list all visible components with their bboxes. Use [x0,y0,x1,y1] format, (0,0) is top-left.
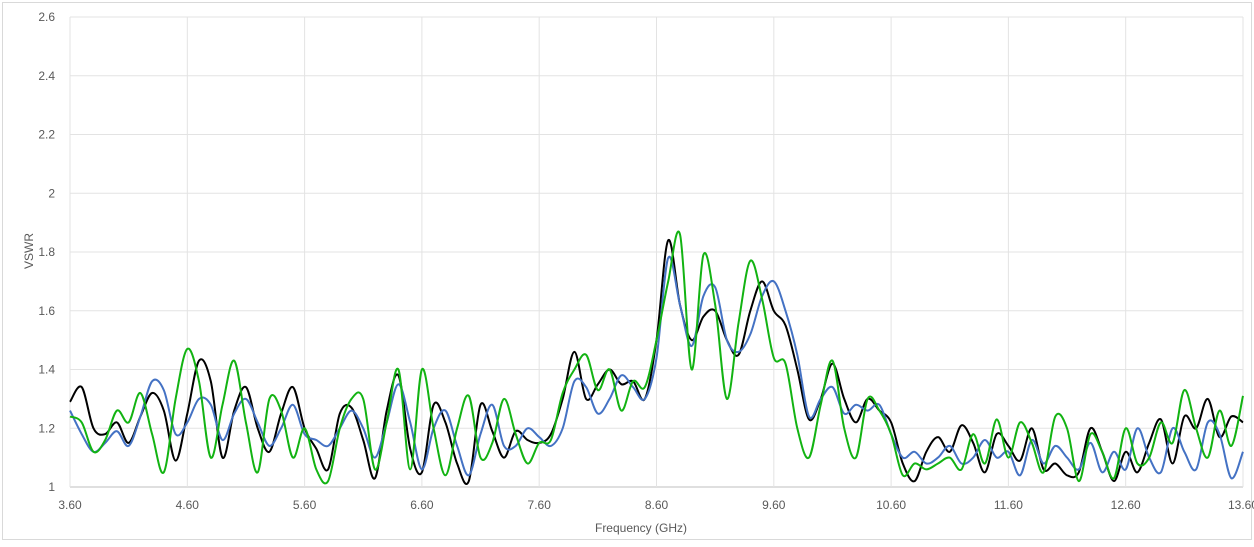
y-tick-label: 1.2 [38,421,55,435]
series-line-3 [69,230,1244,485]
series-lines [69,230,1244,485]
x-tick-label: 13.60 [1228,498,1254,512]
x-axis-title: Frequency (GHz) [595,521,687,535]
y-tick-label: 2.4 [38,69,55,83]
y-tick-label: 1.4 [38,363,55,377]
y-tick-label: 2.6 [38,10,55,24]
y-tick-label: 1.6 [38,304,55,318]
x-tick-label: 3.60 [58,498,82,512]
y-tick-label: 2 [48,186,55,200]
y-tick-label: 2.2 [38,128,55,142]
x-tick-label: 7.60 [528,498,552,512]
x-tick-label: 5.60 [293,498,317,512]
x-tick-label: 12.60 [1111,498,1141,512]
y-axis-title: VSWR [22,233,36,269]
y-tick-label: 1.8 [38,245,55,259]
x-tick-label: 4.60 [176,498,200,512]
y-tick-labels: 1 1.2 1.4 1.6 1.8 2 2.2 2.4 2.6 [38,10,55,494]
x-tick-labels: 3.60 4.60 5.60 6.60 7.60 8.60 9.60 10.60 11.60 12… [58,498,1254,512]
y-tick-label: 1 [48,480,55,494]
x-tick-label: 10.60 [876,498,906,512]
x-tick-label: 6.60 [410,498,434,512]
x-tick-label: 9.60 [762,498,786,512]
x-tick-label: 8.60 [645,498,669,512]
x-tick-label: 11.60 [994,498,1023,512]
